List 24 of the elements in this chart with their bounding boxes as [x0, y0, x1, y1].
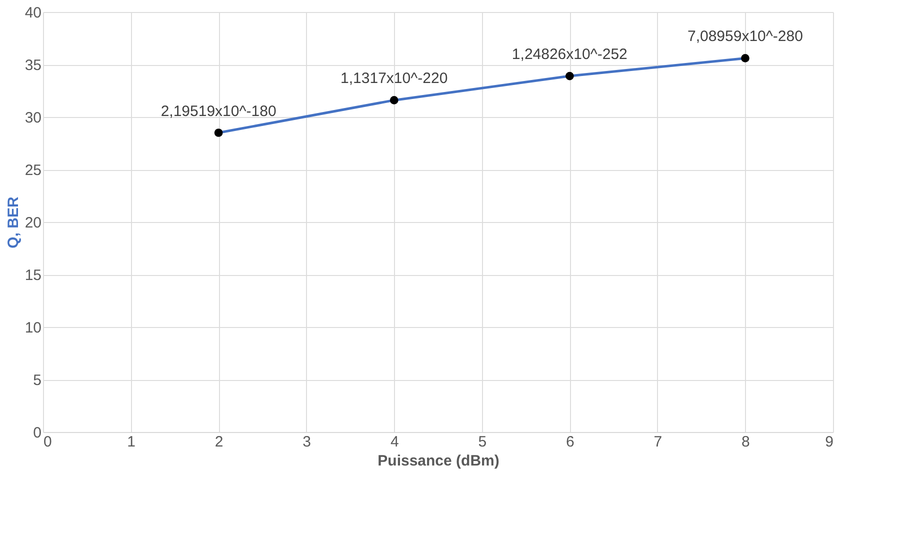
y-tick-label: 15 [24, 267, 42, 284]
x-tick-label: 1 [127, 434, 136, 450]
x-tick-label: 0 [44, 434, 52, 450]
y-tick-label: 5 [33, 372, 42, 389]
x-tick-label: 8 [742, 434, 750, 450]
y-axis-title: Q, BER [4, 196, 22, 248]
x-axis-title: Puissance (dBm) [378, 452, 500, 470]
annotation: 2,19519x10^-180 [160, 102, 276, 120]
x-tick-label: 6 [566, 434, 574, 450]
y-tick-label: 30 [24, 110, 42, 126]
y-tick-label: 40 [24, 4, 42, 22]
annotation: 7,08959x10^-280 [687, 28, 803, 46]
annotation: 1,24826x10^-252 [512, 46, 628, 64]
x-tick-label: 7 [654, 434, 662, 450]
x-tick-label: 5 [478, 434, 487, 450]
x-tick-label: 3 [302, 434, 312, 450]
y-tick-label: 25 [24, 162, 42, 179]
y-tick-label: 10 [24, 320, 42, 336]
x-tick-label: 2 [214, 434, 224, 450]
y-tick-label: 20 [24, 214, 42, 232]
y-tick-label: 35 [24, 57, 42, 74]
x-tick-label: 4 [390, 434, 399, 450]
annotation: 1,1317x10^-220 [340, 70, 448, 88]
x-tick-label: 9 [825, 434, 834, 450]
